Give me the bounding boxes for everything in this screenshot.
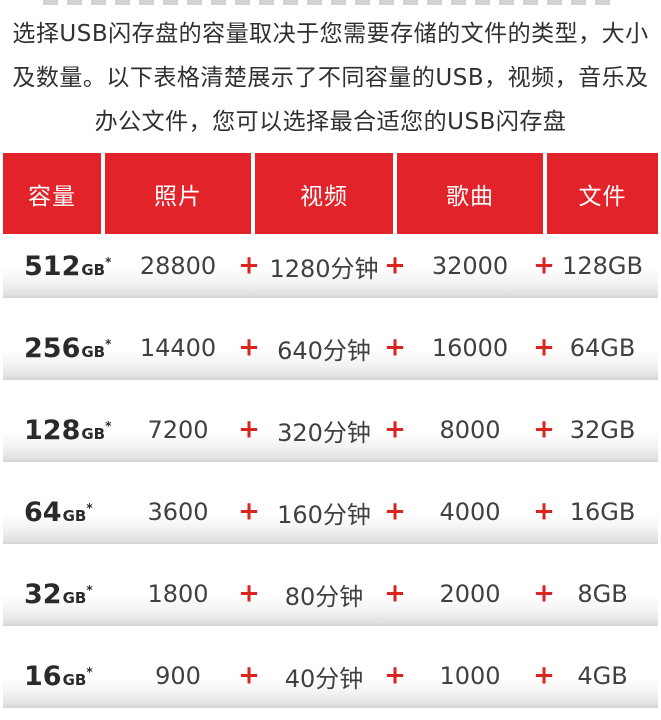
plus-separator: + [238,496,260,527]
plus-separator: + [238,250,260,281]
video-cell: 640分钟 [277,336,371,365]
plus-separator: + [384,332,406,363]
capacity-value: 512 [24,250,81,282]
capacity-unit: GB [62,506,87,525]
capacity-asterisk: * [105,254,112,269]
capacity-asterisk: * [86,582,93,597]
songs-cell: 1000 [439,662,501,690]
photos-cell: 900 [155,662,201,690]
video-cell: 1280分钟 [269,254,379,283]
plus-separator: + [533,660,555,691]
capacity-asterisk: * [86,500,93,515]
photos-cell: 7200 [147,416,209,444]
video-cell: 320分钟 [277,418,371,447]
capacity-value: 16 [24,660,62,692]
songs-cell: 8000 [439,416,501,444]
files-cell: 128GB [562,252,643,280]
capacity-cell: 512GB* [3,250,111,282]
plus-separator: + [238,660,260,691]
songs-cell: 16000 [431,334,509,362]
capacity-asterisk: * [105,418,112,433]
capacity-unit: GB [62,588,87,607]
plus-separator: + [533,332,555,363]
plus-separator: + [533,250,555,281]
files-cell: 64GB [569,334,636,362]
clipped-text-remnant [43,0,618,5]
header-cell-photos: 照片 [105,153,251,234]
capacity-cell: 32GB* [3,579,101,610]
capacity-cell: 16GB* [3,661,101,692]
capacity-unit: GB [81,260,106,279]
table-row: 16GB* 900 40分钟 1000 4GB + + + [3,644,658,708]
songs-cell: 2000 [439,580,501,608]
table-row: 256GB* 14400 640分钟 16000 64GB + + + [3,316,658,380]
header-cell-video: 视频 [255,153,393,234]
capacity-cell: 64GB* [3,497,101,528]
capacity-value: 64 [24,496,62,528]
table-row: 64GB* 3600 160分钟 4000 16GB + + + [3,480,658,544]
plus-separator: + [238,332,260,363]
songs-cell: 4000 [439,498,501,526]
intro-text: 选择USB闪存盘的容量取决于您需要存储的文件的类型，大小 及数量。以下表格清楚展… [0,12,661,144]
plus-separator: + [238,414,260,445]
capacity-unit: GB [62,670,87,689]
video-cell: 40分钟 [284,664,364,693]
header-cell-songs: 歌曲 [397,153,543,234]
video-cell: 160分钟 [277,500,371,529]
plus-separator: + [384,660,406,691]
photos-cell: 3600 [147,498,209,526]
table-header: 容量 照片 视频 歌曲 文件 [3,153,658,234]
plus-separator: + [238,578,260,609]
plus-separator: + [533,414,555,445]
plus-separator: + [384,250,406,281]
intro-line-2: 及数量。以下表格清楚展示了不同容量的USB，视频，音乐及 [12,65,649,91]
intro-line-1: 选择USB闪存盘的容量取决于您需要存储的文件的类型，大小 [12,21,649,47]
capacity-cell: 128GB* [3,414,111,446]
capacity-unit: GB [81,342,106,361]
capacity-value: 256 [24,332,81,364]
songs-cell: 32000 [431,252,509,280]
files-cell: 8GB [577,580,628,608]
video-cell: 80分钟 [284,582,364,611]
capacity-asterisk: * [105,336,112,351]
plus-separator: + [533,578,555,609]
plus-separator: + [384,414,406,445]
files-cell: 16GB [569,498,636,526]
header-cell-files: 文件 [547,153,658,234]
files-cell: 4GB [577,662,628,690]
plus-separator: + [384,496,406,527]
photos-cell: 1800 [147,580,209,608]
plus-separator: + [384,578,406,609]
photos-cell: 28800 [139,252,217,280]
files-cell: 32GB [569,416,636,444]
header-cell-capacity: 容量 [3,153,101,234]
intro-line-3: 办公文件，您可以选择最合适您的USB闪存盘 [94,109,567,135]
capacity-cell: 256GB* [3,332,111,364]
photos-cell: 14400 [139,334,217,362]
table-row: 32GB* 1800 80分钟 2000 8GB + + + [3,562,658,626]
table-row: 128GB* 7200 320分钟 8000 32GB + + + [3,398,658,462]
capacity-value: 128 [24,414,81,446]
capacity-asterisk: * [86,664,93,679]
table-row: 512GB* 28800 1280分钟 32000 128GB + + + [3,234,658,298]
plus-separator: + [533,496,555,527]
capacity-value: 32 [24,578,62,610]
capacity-unit: GB [81,424,106,443]
